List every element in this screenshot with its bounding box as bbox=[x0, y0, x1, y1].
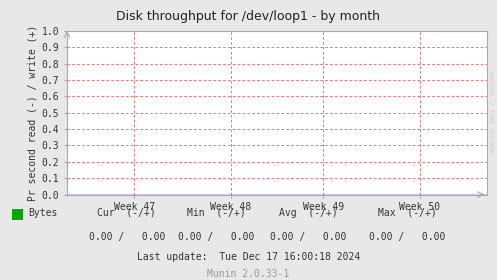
Y-axis label: Pr second read (-) / write (+): Pr second read (-) / write (+) bbox=[28, 25, 38, 201]
Text: Bytes: Bytes bbox=[28, 208, 58, 218]
Text: Munin 2.0.33-1: Munin 2.0.33-1 bbox=[207, 269, 290, 279]
Text: 0.00 /   0.00: 0.00 / 0.00 bbox=[88, 232, 165, 242]
Text: RRDTOOL / TOBI OETIKER: RRDTOOL / TOBI OETIKER bbox=[489, 71, 494, 153]
Text: Disk throughput for /dev/loop1 - by month: Disk throughput for /dev/loop1 - by mont… bbox=[116, 10, 381, 23]
Text: Max  (-/+): Max (-/+) bbox=[378, 208, 437, 218]
Text: 0.00 /   0.00: 0.00 / 0.00 bbox=[369, 232, 446, 242]
Text: Last update:  Tue Dec 17 16:00:18 2024: Last update: Tue Dec 17 16:00:18 2024 bbox=[137, 252, 360, 262]
Text: Cur  (-/+): Cur (-/+) bbox=[97, 208, 156, 218]
Text: 0.00 /   0.00: 0.00 / 0.00 bbox=[270, 232, 346, 242]
Text: Avg  (-/+): Avg (-/+) bbox=[279, 208, 337, 218]
Text: Min  (-/+): Min (-/+) bbox=[187, 208, 246, 218]
Text: 0.00 /   0.00: 0.00 / 0.00 bbox=[178, 232, 254, 242]
